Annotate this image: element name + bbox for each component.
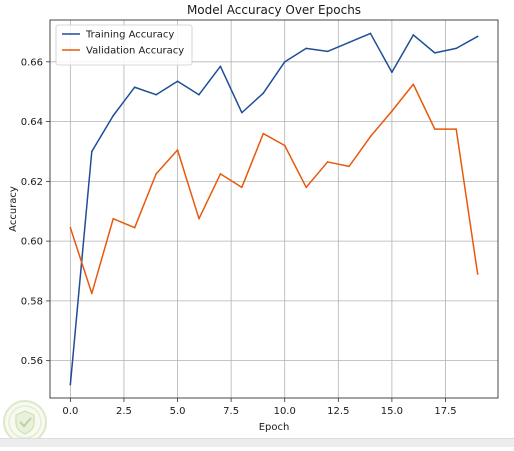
data-point-training	[305, 47, 307, 50]
x-tick-label: 15.0	[381, 406, 403, 417]
data-point-validation	[433, 128, 436, 130]
data-point-training	[133, 86, 136, 89]
data-point-training	[369, 32, 372, 35]
y-tick-label: 0.56	[21, 356, 43, 367]
data-point-validation	[305, 186, 307, 189]
plot-area	[50, 20, 498, 398]
data-point-training	[262, 92, 265, 95]
legend-box	[55, 24, 193, 66]
x-tick-label: 10.0	[274, 406, 296, 417]
x-tick-label: 5.0	[170, 406, 186, 417]
y-tick-label: 0.60	[21, 237, 43, 248]
data-point-training	[90, 150, 93, 153]
data-point-validation	[476, 273, 479, 275]
bottom-strip	[0, 438, 514, 447]
series-line-training	[69, 32, 479, 386]
data-point-training	[433, 52, 436, 54]
data-point-training	[391, 71, 393, 74]
data-point-validation	[455, 128, 458, 130]
axes-frame	[49, 19, 499, 399]
y-axis-label: Accuracy	[8, 186, 19, 232]
data-point-validation	[348, 165, 350, 168]
data-point-validation	[412, 83, 415, 86]
data-point-training	[455, 47, 458, 50]
x-tick-label: 7.5	[223, 406, 239, 417]
data-point-validation	[155, 173, 157, 175]
x-tick-label: 0.0	[62, 406, 78, 417]
data-point-training	[155, 93, 157, 96]
x-tick-label: 17.5	[434, 406, 456, 417]
data-point-validation	[176, 149, 179, 151]
x-tick-label: 2.5	[116, 406, 132, 417]
data-point-validation	[90, 292, 93, 295]
data-point-training	[112, 114, 115, 117]
data-point-training	[198, 93, 200, 96]
data-point-validation	[198, 217, 200, 220]
x-tick-label: 12.5	[327, 406, 349, 417]
data-point-training	[69, 383, 72, 386]
y-tick-label: 0.58	[21, 296, 43, 307]
y-tick-label: 0.66	[21, 57, 43, 68]
chart-title: Model Accuracy Over Epochs	[187, 3, 361, 17]
data-point-training	[283, 61, 286, 63]
data-point-validation	[112, 217, 115, 220]
data-point-training	[412, 34, 415, 36]
data-point-training	[476, 35, 479, 38]
shield-logo-icon	[3, 400, 47, 444]
x-axis-label: Epoch	[259, 422, 290, 433]
data-point-validation	[262, 132, 265, 135]
data-point-training	[348, 41, 350, 44]
data-point-validation	[326, 161, 329, 163]
data-point-training	[219, 65, 222, 68]
data-point-validation	[241, 186, 243, 189]
data-point-training	[326, 50, 329, 53]
data-point-validation	[391, 110, 393, 112]
data-point-validation	[219, 173, 222, 175]
data-point-validation	[283, 144, 286, 147]
data-point-validation	[69, 226, 72, 229]
data-point-training	[241, 111, 243, 114]
y-tick-label: 0.62	[21, 177, 43, 188]
legend-label-training: Training Accuracy	[85, 30, 174, 41]
data-point-validation	[133, 226, 136, 229]
data-point-training	[176, 80, 179, 83]
y-tick-label: 0.64	[21, 117, 43, 128]
legend-label-validation: Validation Accuracy	[86, 46, 184, 57]
data-point-validation	[369, 135, 372, 138]
series-line-validation	[69, 83, 479, 295]
